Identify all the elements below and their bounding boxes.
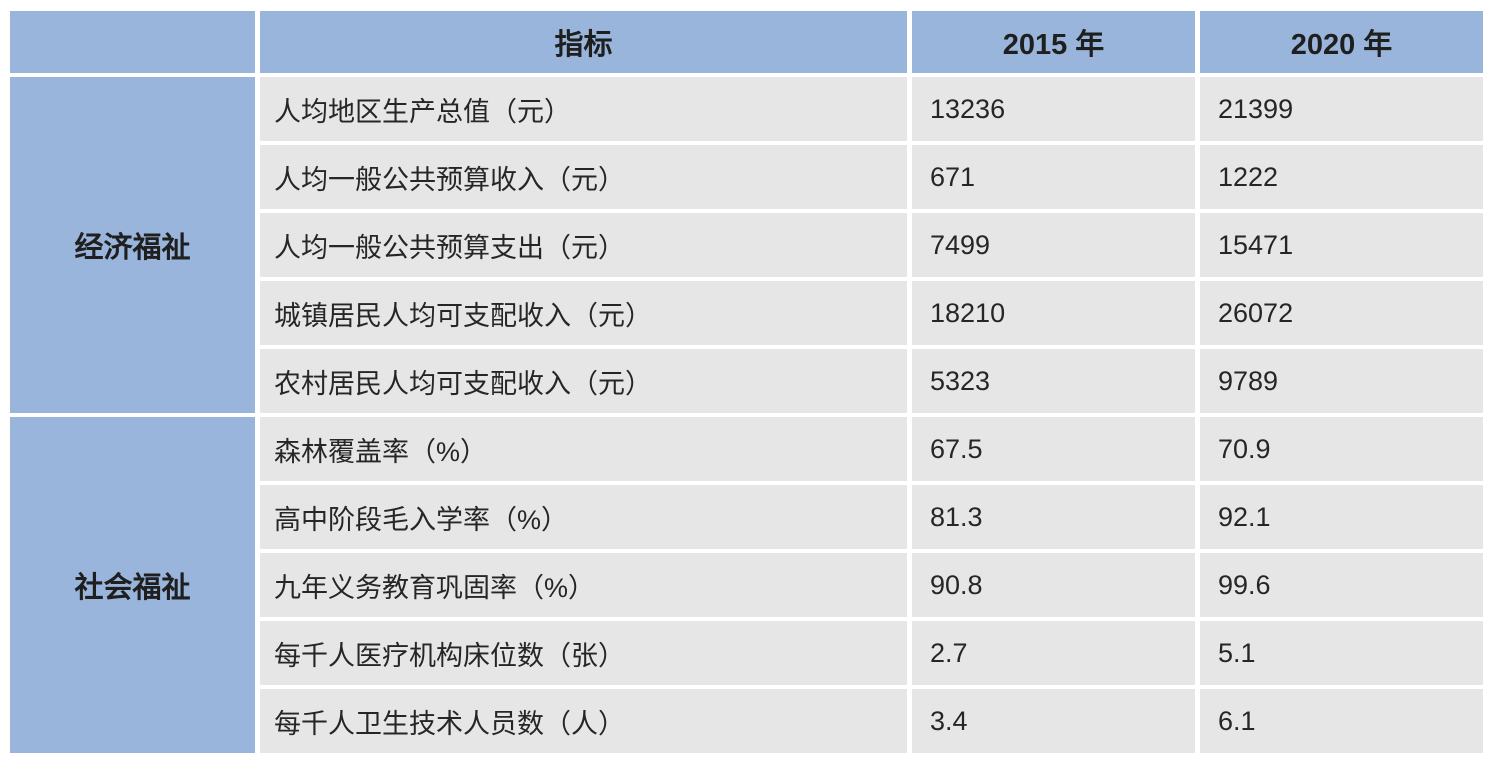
value-2020: 15471 (1200, 213, 1483, 277)
value-2015: 13236 (912, 77, 1195, 141)
value-2020: 70.9 (1200, 417, 1483, 481)
indicator-label: 农村居民人均可支配收入（元） (260, 349, 907, 413)
value-2020: 6.1 (1200, 689, 1483, 753)
value-2020: 26072 (1200, 281, 1483, 345)
table-row: 社会福祉 森林覆盖率（%） 67.5 70.9 (10, 417, 1483, 753)
table-row: 每千人卫生技术人员数（人） 3.4 6.1 (10, 689, 1483, 753)
category-social-welfare: 社会福祉 (10, 417, 255, 753)
indicator-label: 城镇居民人均可支配收入（元） (260, 281, 907, 345)
indicator-label: 森林覆盖率（%） (260, 417, 907, 481)
header-indicator-cell: 指标 (260, 11, 907, 73)
value-2020: 5.1 (1200, 621, 1483, 685)
value-2015: 67.5 (912, 417, 1195, 481)
header-2020-cell: 2020 年 (1200, 11, 1483, 73)
value-2015: 90.8 (912, 553, 1195, 617)
indicator-label: 人均地区生产总值（元） (260, 77, 907, 141)
table-row: 经济福祉 人均地区生产总值（元） 13236 21399 (10, 77, 1483, 413)
table-row: 九年义务教育巩固率（%） 90.8 99.6 (10, 553, 1483, 617)
table-row: 农村居民人均可支配收入（元） 5323 9789 (10, 349, 1483, 413)
value-2020: 92.1 (1200, 485, 1483, 549)
header-2015-cell: 2015 年 (912, 11, 1195, 73)
indicator-label: 每千人医疗机构床位数（张） (260, 621, 907, 685)
indicator-label: 每千人卫生技术人员数（人） (260, 689, 907, 753)
category-economic-welfare: 经济福祉 (10, 77, 255, 413)
value-2015: 18210 (912, 281, 1195, 345)
value-2020: 21399 (1200, 77, 1483, 141)
table-row: 每千人医疗机构床位数（张） 2.7 5.1 (10, 621, 1483, 685)
header-row: 指标 2015 年 2020 年 (10, 11, 1483, 73)
value-2015: 7499 (912, 213, 1195, 277)
indicator-label: 人均一般公共预算支出（元） (260, 213, 907, 277)
value-2015: 2.7 (912, 621, 1195, 685)
value-2015: 5323 (912, 349, 1195, 413)
indicator-label: 九年义务教育巩固率（%） (260, 553, 907, 617)
value-2020: 99.6 (1200, 553, 1483, 617)
welfare-indicator-table: 指标 2015 年 2020 年 经济福祉 人均地区生产总值（元） 13236 … (5, 7, 1488, 757)
value-2015: 3.4 (912, 689, 1195, 753)
table-row: 城镇居民人均可支配收入（元） 18210 26072 (10, 281, 1483, 345)
value-2015: 81.3 (912, 485, 1195, 549)
value-2020: 1222 (1200, 145, 1483, 209)
table-row: 人均一般公共预算收入（元） 671 1222 (10, 145, 1483, 209)
table-row: 高中阶段毛入学率（%） 81.3 92.1 (10, 485, 1483, 549)
value-2020: 9789 (1200, 349, 1483, 413)
indicator-label: 高中阶段毛入学率（%） (260, 485, 907, 549)
indicator-label: 人均一般公共预算收入（元） (260, 145, 907, 209)
value-2015: 671 (912, 145, 1195, 209)
table-row: 人均一般公共预算支出（元） 7499 15471 (10, 213, 1483, 277)
header-category-cell (10, 11, 255, 73)
